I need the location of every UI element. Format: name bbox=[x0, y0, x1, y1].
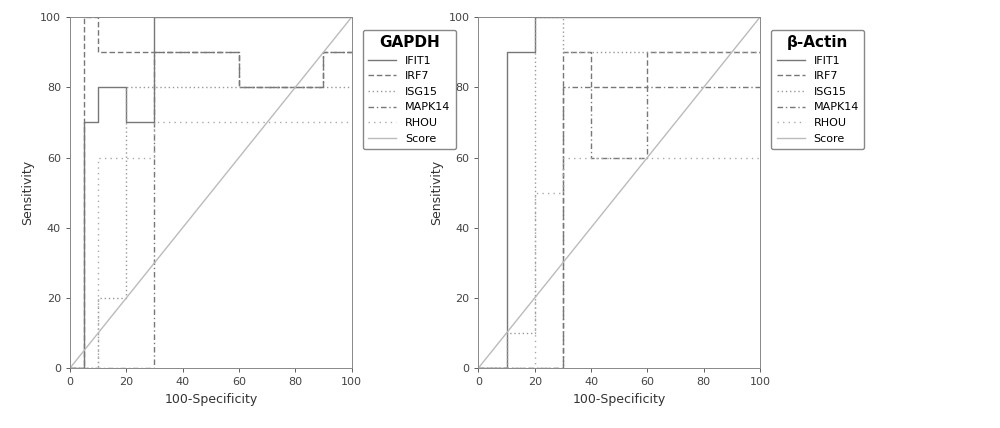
Legend: IFIT1, IRF7, ISG15, MAPK14, RHOU, Score: IFIT1, IRF7, ISG15, MAPK14, RHOU, Score bbox=[363, 30, 456, 149]
Y-axis label: Sensitivity: Sensitivity bbox=[430, 160, 443, 225]
Legend: IFIT1, IRF7, ISG15, MAPK14, RHOU, Score: IFIT1, IRF7, ISG15, MAPK14, RHOU, Score bbox=[771, 30, 864, 149]
X-axis label: 100-Specificity: 100-Specificity bbox=[573, 392, 666, 406]
Y-axis label: Sensitivity: Sensitivity bbox=[21, 160, 34, 225]
X-axis label: 100-Specificity: 100-Specificity bbox=[164, 392, 257, 406]
